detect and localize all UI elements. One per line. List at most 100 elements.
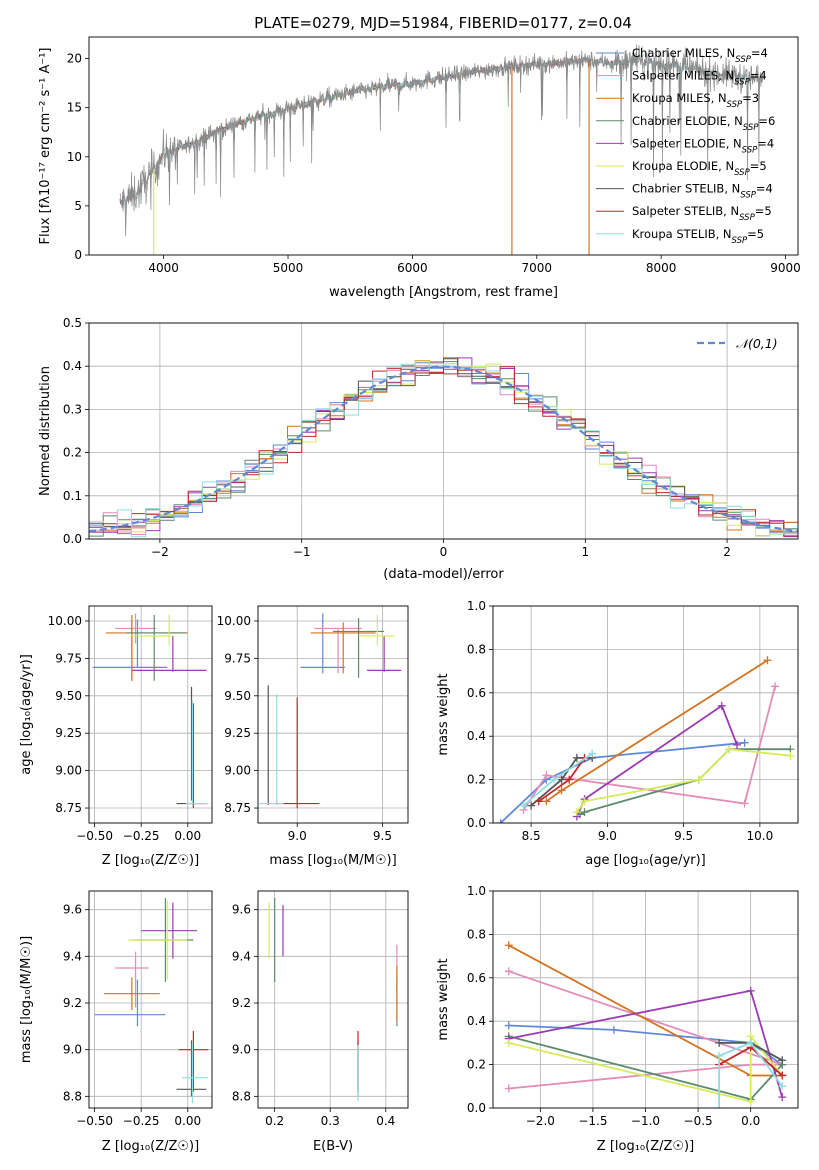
legend-entry: Salpeter ELODIE, NSSP=4 [632,136,774,155]
x-tick-label: −1 [293,545,311,559]
y-tick-label: 0.3 [63,402,82,416]
y-tick-label: 9.25 [224,726,251,740]
plus-marker [778,1082,787,1091]
plus-marker [557,775,566,784]
y-tick-label: 9.4 [63,949,82,963]
x-tick-label: 7000 [522,261,553,275]
plus-marker [778,1071,787,1080]
y-tick-label: 0.4 [467,1014,486,1028]
plus-marker [527,801,536,810]
plus-marker [534,797,543,806]
plus-marker [519,801,528,810]
y-tick-label: 9.2 [63,996,82,1010]
y-tick-label: 0.0 [467,1101,486,1115]
x-tick-label: 1 [581,545,589,559]
y-tick-label: 0.2 [467,773,486,787]
plus-marker [565,775,574,784]
series-line [499,741,745,823]
plus-marker [746,1038,755,1047]
y-tick-label: 0.5 [63,316,82,330]
y-tick-label: 1.0 [467,599,486,613]
y-tick-label: 10.00 [48,614,82,628]
x-tick-label: 9000 [770,261,801,275]
plus-marker [588,749,597,758]
x-axis-label: mass [log₁₀(M/M☉)] [269,853,396,868]
panel-mass_vs_EBV: 0.2 0.3 0.4 8.8 9.0 9.2 9.4 9.6 E(B-V) [232,890,409,1154]
y-tick-label: 8.75 [55,801,82,815]
plus-marker [778,1093,787,1102]
panel-frame [88,890,213,1109]
plus-marker [740,799,749,808]
y-tick-label: 20 [67,52,82,66]
x-axis-label: age [log₁₀(age/yr)] [585,853,706,868]
plus-marker [717,701,726,710]
x-tick-label: 2 [723,545,731,559]
x-axis-label: Z [log₁₀(Z/Z☉)] [102,853,199,868]
plus-marker [778,1056,787,1065]
panel-age_vs_Z: −0.50 −0.25 0.00 8.75 9.00 9.25 9.50 9.75 10.00 Z… [19,605,213,868]
series-line [545,659,768,803]
legend-entry: Chabrier ELODIE, NSSP=6 [632,114,775,133]
y-tick-label: 0.0 [467,816,486,830]
plus-marker [542,797,551,806]
x-tick-label: 9.0 [598,829,617,843]
x-tick-label: 0.2 [265,1114,284,1128]
y-axis-label: mass [log₁₀(M/M☉)] [19,936,34,1063]
legend-entry: Kroupa MILES, NSSP=3 [632,91,759,110]
x-tick-label: 0.00 [174,1114,201,1128]
plus-marker [496,819,505,823]
x-axis-label: (data-model)/error [383,567,504,582]
y-tick-label: 9.75 [55,651,82,665]
legend-entry: Chabrier STELIB, NSSP=4 [632,182,773,201]
y-tick-label: 1.0 [467,884,486,898]
y-tick-label: 0.0 [63,532,82,546]
plus-marker [746,1097,755,1106]
y-tick-label: 9.2 [232,996,251,1010]
model-line [119,56,590,214]
plus-marker [572,808,581,817]
x-axis-label: Z [log₁₀(Z/Z☉)] [597,1139,694,1154]
panel-spectrum: 4000 5000 6000 7000 8000 9000 0 5 10 15 20 waveleng… [38,36,801,300]
figure-title: PLATE=0279, MJD=51984, FIBERID=0177, z=0… [254,14,632,32]
legend-entry: 𝒩(0,1) [736,336,778,351]
y-tick-label: 9.6 [232,903,251,917]
panel-mass_vs_Z: −0.50 −0.25 0.00 8.8 9.0 9.2 9.4 9.6 Z [log₁₀(Z/… [19,890,213,1154]
plot-area-age_vs_Z [92,613,209,809]
x-tick-label: 9.5 [373,829,392,843]
y-tick-label: 15 [67,101,82,115]
y-tick-label: 10.00 [217,614,251,628]
plot-area-mass_vs_EBV [268,898,398,1101]
y-axis-label: Normed distribution [38,366,53,496]
plus-marker [504,941,513,950]
series-line [718,1041,783,1108]
panel-frame [88,36,799,256]
y-tick-label: 0.1 [63,489,82,503]
x-tick-label: −0.25 [123,829,160,843]
x-tick-label: 0.3 [321,1114,340,1128]
plus-marker [504,1038,513,1047]
y-tick-label: 0.6 [467,686,486,700]
legend-entry: Chabrier MILES, NSSP=4 [632,46,768,65]
x-tick-label: 10.0 [747,829,774,843]
x-tick-label: 8.5 [522,829,541,843]
x-tick-label: −0.5 [684,1114,713,1128]
plus-marker [771,682,780,691]
plus-marker [542,771,551,780]
model-line [119,56,590,214]
x-tick-label: 9.0 [288,829,307,843]
x-tick-label: −2 [151,545,169,559]
x-tick-label: 0 [440,545,448,559]
panel-frame [88,322,799,540]
panel-weight_vs_age: 8.5 9.0 9.5 10.0 0.0 0.2 0.4 0.6 0.8 1.0 age [log₁… [436,599,799,868]
y-tick-label: 0.6 [467,971,486,985]
y-axis-label: Flux [fλ10⁻¹⁷ erg cm⁻² s⁻¹ A⁻¹] [38,48,53,245]
x-tick-label: 0.00 [174,829,201,843]
panel-age_vs_mass: 9.0 9.5 8.75 9.00 9.25 9.50 9.75 10.00 mass [log… [217,605,409,868]
plus-marker [580,797,589,806]
plus-marker [694,775,703,784]
x-tick-label: −1.5 [578,1114,607,1128]
plus-marker [550,775,558,784]
plot-area-age_vs_mass [259,613,402,809]
x-tick-label: 5000 [273,261,304,275]
